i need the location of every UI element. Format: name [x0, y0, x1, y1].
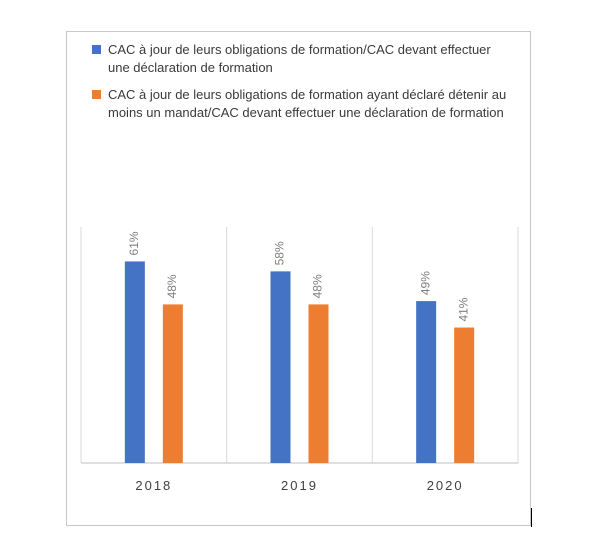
data-label-2019-series-2: 48%	[311, 274, 325, 298]
data-label-2018-series-1: 61%	[127, 231, 141, 255]
legend-entry-series-2: CAC à jour de leurs obligations de forma…	[92, 86, 512, 122]
data-label-2019-series-1: 58%	[273, 241, 287, 265]
bar-2018-series-2	[162, 304, 183, 463]
bar-2019-series-1	[270, 271, 291, 463]
legend-label-series-1: CAC à jour de leurs obligations de forma…	[108, 42, 491, 75]
legend: CAC à jour de leurs obligations de forma…	[92, 41, 512, 131]
x-tick-label-2019: 2019	[281, 478, 318, 493]
data-label-2020-series-2: 41%	[456, 297, 470, 321]
legend-entry-series-1: CAC à jour de leurs obligations de forma…	[92, 41, 512, 77]
bar-2020-series-1	[416, 301, 437, 463]
bar-2020-series-2	[454, 327, 475, 463]
x-tick-label-2020: 2020	[427, 478, 464, 493]
legend-label-series-2: CAC à jour de leurs obligations de forma…	[108, 87, 507, 120]
bar-2018-series-1	[124, 261, 145, 463]
text-cursor	[531, 508, 532, 527]
legend-swatch-blue	[92, 45, 101, 54]
data-label-2018-series-2: 48%	[165, 274, 179, 298]
legend-swatch-orange	[92, 90, 101, 99]
chart-frame	[66, 31, 531, 526]
data-label-2020-series-1: 49%	[418, 271, 432, 295]
x-tick-label-2018: 2018	[135, 478, 172, 493]
bar-2019-series-2	[308, 304, 329, 463]
